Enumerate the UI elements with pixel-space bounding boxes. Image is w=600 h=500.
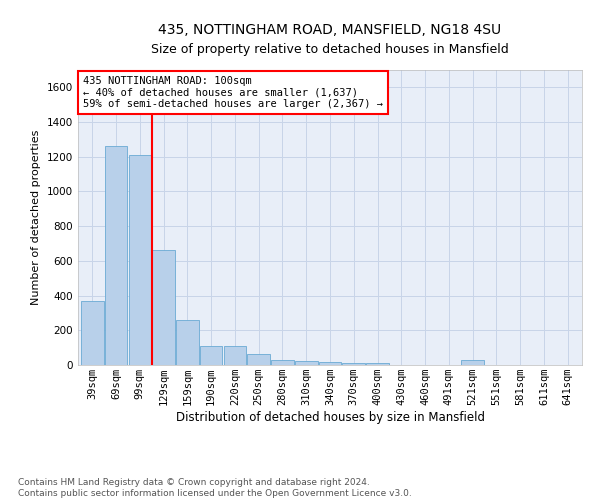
Bar	[319, 362, 341, 365]
Y-axis label: Number of detached properties: Number of detached properties	[31, 130, 41, 305]
Bar	[105, 146, 127, 365]
Bar	[176, 320, 199, 365]
Text: Contains HM Land Registry data © Crown copyright and database right 2024.
Contai: Contains HM Land Registry data © Crown c…	[18, 478, 412, 498]
Bar	[128, 155, 151, 365]
Bar	[200, 346, 223, 365]
Bar	[224, 346, 246, 365]
Bar	[366, 363, 389, 365]
Text: 435, NOTTINGHAM ROAD, MANSFIELD, NG18 4SU: 435, NOTTINGHAM ROAD, MANSFIELD, NG18 4S…	[158, 22, 502, 36]
Bar	[152, 250, 175, 365]
Bar	[271, 360, 294, 365]
Bar	[461, 360, 484, 365]
X-axis label: Distribution of detached houses by size in Mansfield: Distribution of detached houses by size …	[176, 411, 485, 424]
Bar	[343, 364, 365, 365]
Text: Size of property relative to detached houses in Mansfield: Size of property relative to detached ho…	[151, 42, 509, 56]
Bar	[247, 354, 270, 365]
Bar	[295, 360, 317, 365]
Bar	[81, 301, 104, 365]
Text: 435 NOTTINGHAM ROAD: 100sqm
← 40% of detached houses are smaller (1,637)
59% of : 435 NOTTINGHAM ROAD: 100sqm ← 40% of det…	[83, 76, 383, 109]
